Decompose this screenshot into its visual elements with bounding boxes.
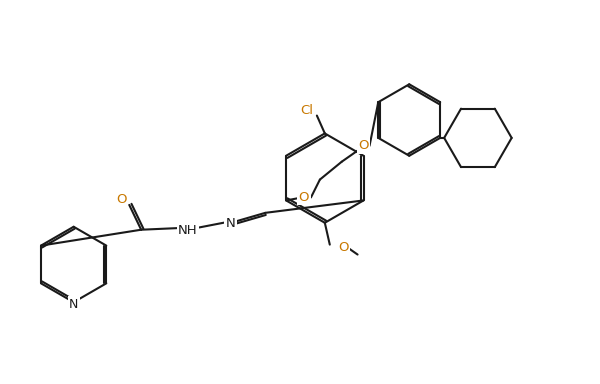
Text: O: O	[338, 241, 349, 254]
Text: O: O	[358, 139, 369, 152]
Text: Cl: Cl	[301, 104, 313, 117]
Text: N: N	[69, 298, 79, 311]
Text: O: O	[299, 191, 309, 204]
Text: O: O	[116, 194, 127, 207]
Text: N: N	[226, 217, 235, 230]
Text: NH: NH	[178, 224, 197, 237]
